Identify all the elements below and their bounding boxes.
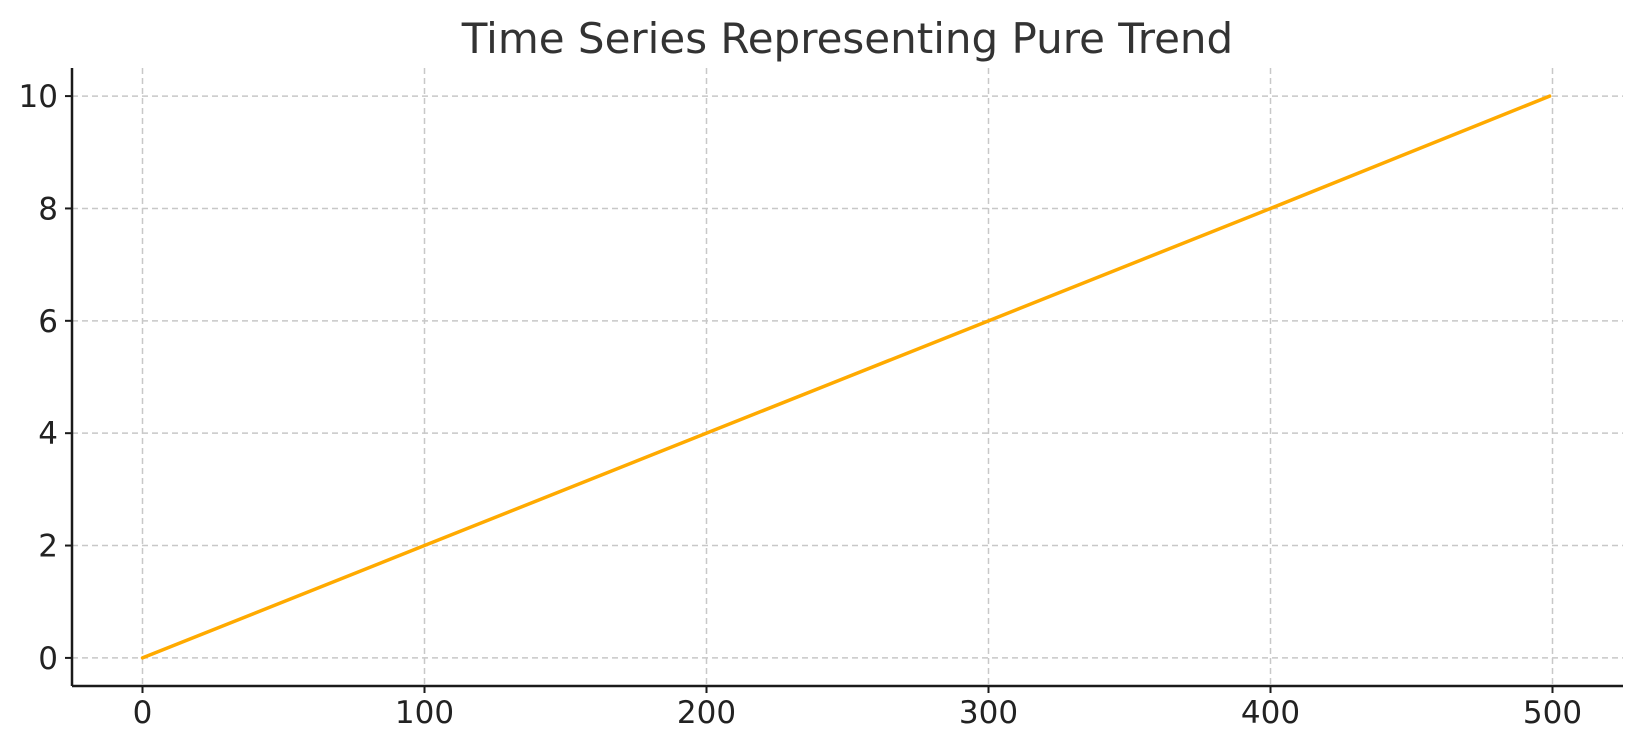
- x-tick-label: 200: [677, 695, 736, 731]
- x-axis-ticks: 0 100 200 300 400 500: [133, 686, 1582, 731]
- grid-lines: [72, 68, 1623, 686]
- y-tick-label: 8: [38, 191, 58, 227]
- series-line: [140, 94, 1552, 660]
- y-tick-label: 4: [38, 416, 58, 452]
- y-tick-label: 6: [38, 304, 58, 340]
- y-tick-label: 10: [19, 79, 58, 115]
- y-axis-ticks: 0 2 4 6 8 10: [19, 79, 72, 677]
- x-tick-label: 500: [1523, 695, 1582, 731]
- x-tick-label: 0: [133, 695, 153, 731]
- axes: [70, 68, 1623, 688]
- series-layer: [140, 94, 1552, 660]
- chart-title: Time Series Representing Pure Trend: [461, 14, 1233, 63]
- x-tick-label: 100: [395, 695, 454, 731]
- x-tick-label: 300: [959, 695, 1018, 731]
- x-tick-label: 400: [1241, 695, 1300, 731]
- y-tick-label: 2: [38, 529, 58, 565]
- y-tick-label: 0: [38, 641, 58, 677]
